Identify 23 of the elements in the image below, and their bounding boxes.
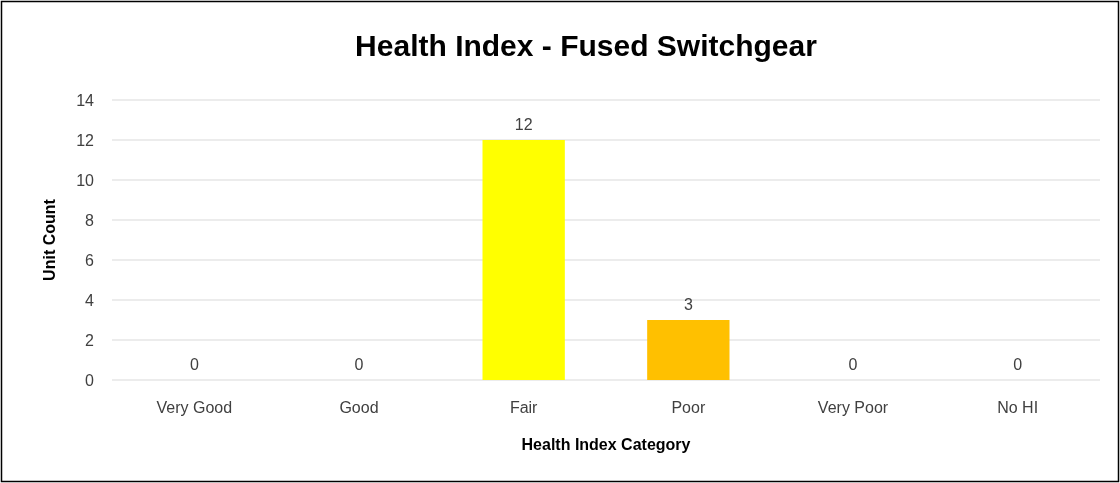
y-tick-label: 4 (85, 291, 95, 309)
x-tick-label: Very Poor (817, 399, 889, 416)
x-tick-label: No HI (997, 399, 1039, 416)
x-tick-label: Good (339, 399, 379, 416)
x-axis-title: Health Index Category (521, 436, 691, 453)
data-label: 0 (354, 356, 364, 373)
y-tick-label: 8 (85, 211, 95, 229)
data-label: 3 (683, 296, 693, 313)
data-label: 0 (1013, 356, 1023, 373)
y-tick-label: 14 (76, 91, 95, 109)
y-tick-label: 10 (76, 171, 95, 189)
x-tick-label: Very Good (156, 399, 233, 416)
data-label: 12 (514, 116, 533, 133)
x-tick-label: Fair (509, 399, 539, 416)
x-tick-label: Poor (671, 399, 706, 416)
chart-title: Health Index - Fused Switchgear (355, 29, 818, 62)
y-tick-label: 0 (85, 371, 95, 389)
y-axis-title: Unit Count (41, 198, 58, 281)
data-label: 0 (848, 356, 858, 373)
y-tick-label: 2 (85, 331, 95, 349)
data-label: 0 (189, 356, 199, 373)
y-tick-label: 6 (85, 251, 95, 269)
y-tick-label: 12 (76, 131, 95, 149)
